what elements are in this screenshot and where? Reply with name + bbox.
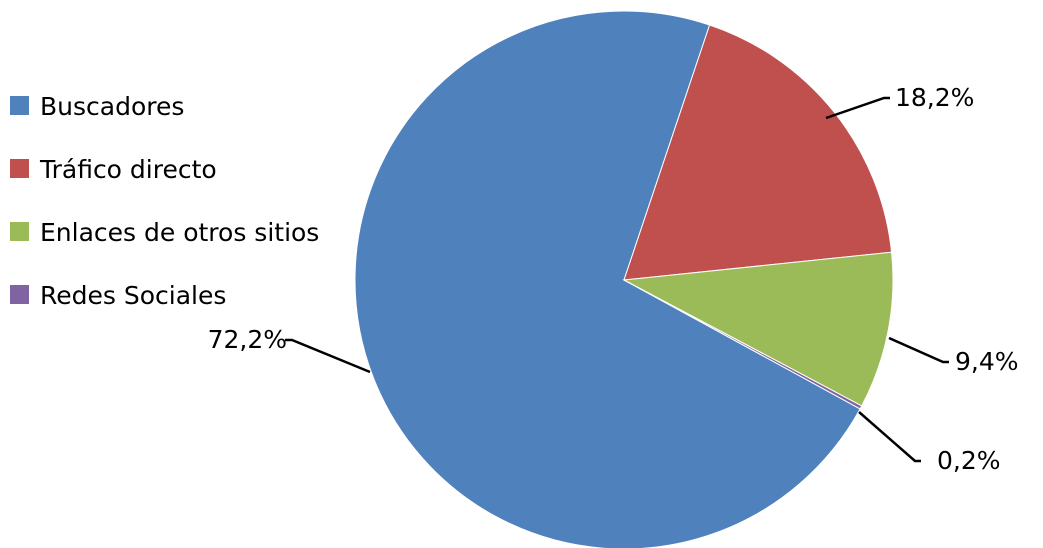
legend-label: Tráfico directo bbox=[39, 155, 217, 184]
data-label: 72,2% bbox=[208, 325, 287, 354]
data-label: 9,4% bbox=[955, 347, 1019, 376]
legend-swatch bbox=[10, 285, 29, 304]
pie-slices bbox=[354, 10, 894, 548]
legend-label: Buscadores bbox=[40, 92, 184, 121]
legend-swatch bbox=[10, 222, 29, 241]
legend: Buscadores Tráfico directo Enlaces de otro… bbox=[10, 92, 319, 310]
data-labels: 72,2% 18,2% 9,4% 0,2% bbox=[208, 83, 1019, 475]
leader-lines bbox=[285, 96, 949, 463]
legend-swatch bbox=[10, 96, 29, 115]
pie-slice-redes-sociales bbox=[623, 279, 863, 410]
legend-label: Redes Sociales bbox=[40, 281, 226, 310]
data-label: 18,2% bbox=[895, 83, 974, 112]
pie-slice-tr-fico-directo bbox=[623, 24, 893, 281]
leader-line bbox=[825, 96, 890, 120]
legend-label: Enlaces de otros sitios bbox=[40, 218, 319, 247]
leader-line bbox=[888, 336, 949, 364]
data-label: 0,2% bbox=[937, 446, 1001, 475]
legend-swatch bbox=[10, 159, 29, 178]
leader-line bbox=[285, 338, 371, 374]
pie-slice-enlaces-de-otros-sitios bbox=[622, 251, 894, 407]
pie-slice-buscadores bbox=[354, 10, 861, 548]
leader-line bbox=[858, 411, 921, 463]
